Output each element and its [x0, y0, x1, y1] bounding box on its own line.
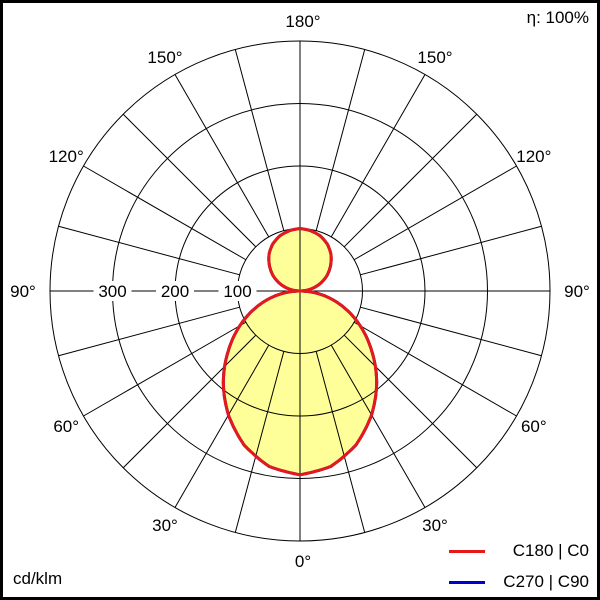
grid-spoke-120: [353, 165, 517, 261]
grid-spoke-345: [234, 351, 285, 533]
legend-label-c180-c0: C180 | C0: [512, 541, 589, 560]
angle-label-120-left: 120°: [49, 147, 84, 166]
series-line-c180-c0: [221, 226, 379, 477]
grid-spoke-330: [174, 344, 270, 508]
angle-label-150-right: 150°: [417, 48, 452, 67]
legend-label-c270-c90: C270 | C90: [503, 572, 589, 591]
radial-tick-label-300: 300: [98, 282, 126, 301]
grid-spoke-315: [122, 334, 257, 469]
grid-spoke-15: [315, 351, 366, 533]
angle-label-120-right: 120°: [516, 147, 551, 166]
legend-swatch-c180-c0: [449, 550, 485, 553]
grid-spoke-150: [330, 74, 426, 238]
grid-spoke-300: [83, 321, 247, 417]
grid-spoke-75: [360, 306, 542, 357]
legend-swatch-c270-c90: [449, 581, 485, 584]
angle-label-0-right: 0°: [295, 552, 311, 571]
grid-spoke-135: [343, 113, 478, 248]
grid-spoke-240: [83, 165, 247, 261]
angle-label-60-right: 60°: [521, 417, 547, 436]
grid-spoke-45: [343, 334, 478, 469]
grid-spoke-195: [234, 49, 285, 231]
angle-label-150-left: 150°: [147, 48, 182, 67]
grid-spoke-105: [360, 225, 542, 276]
grid-spoke-255: [58, 225, 240, 276]
angle-label-30-left: 30°: [152, 516, 178, 535]
efficiency-label: η: 100%: [526, 8, 589, 27]
grid-spoke-225: [122, 113, 257, 248]
angle-label-90-left: 90°: [10, 282, 36, 301]
angle-label-180-right: 180°: [285, 12, 320, 31]
angle-label-60-left: 60°: [53, 417, 79, 436]
radial-tick-label-100: 100: [223, 282, 251, 301]
angle-label-90-right: 90°: [564, 282, 590, 301]
grid-spoke-165: [315, 49, 366, 231]
radial-tick-bg-100: [218, 281, 257, 301]
angle-label-30-right: 30°: [422, 516, 448, 535]
grid-spoke-285: [58, 306, 240, 357]
grid-spoke-30: [330, 344, 426, 508]
radial-tick-label-200: 200: [161, 282, 189, 301]
radial-tick-bg-200: [156, 281, 194, 301]
radial-tick-bg-300: [93, 281, 132, 301]
unit-label: cd/klm: [13, 569, 63, 588]
grid-spoke-210: [174, 74, 270, 238]
grid-spoke-60: [353, 321, 517, 417]
